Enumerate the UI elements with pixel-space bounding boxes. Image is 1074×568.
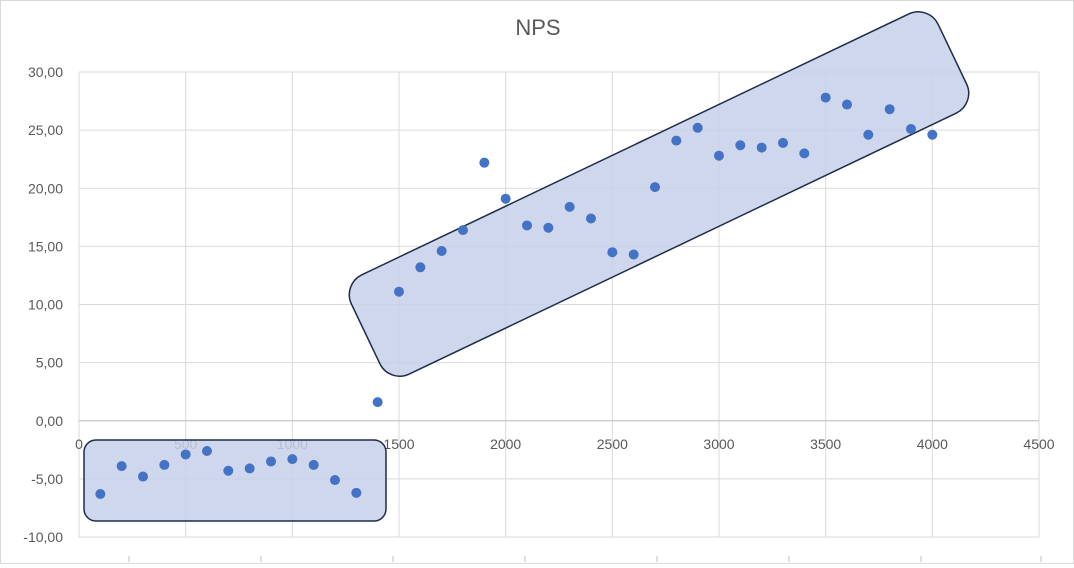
data-point <box>202 445 212 456</box>
data-point <box>116 461 127 472</box>
y-tick-label: -5,00 <box>31 471 63 487</box>
data-point <box>522 220 532 231</box>
y-tick-label: 5,00 <box>36 355 63 371</box>
data-point <box>308 459 319 470</box>
x-tick-label: 0 <box>75 436 83 452</box>
data-point <box>884 104 895 115</box>
upper-cluster-highlight <box>348 11 970 377</box>
data-point <box>692 122 703 133</box>
data-point <box>863 129 874 140</box>
y-tick-label: -10,00 <box>23 529 63 545</box>
data-point <box>415 262 426 273</box>
x-tick-label: 4000 <box>917 436 948 452</box>
data-point <box>159 459 170 470</box>
data-point <box>628 249 639 260</box>
data-point <box>714 150 724 161</box>
x-tick-label: 3000 <box>703 436 734 452</box>
data-point <box>394 286 404 297</box>
data-point <box>543 222 554 233</box>
data-point <box>287 454 298 465</box>
data-point <box>586 213 596 224</box>
y-tick-label: 20,00 <box>28 180 63 196</box>
data-point <box>650 182 660 193</box>
data-point <box>266 456 276 467</box>
data-point <box>458 225 468 236</box>
data-point <box>500 193 511 204</box>
y-tick-label: 30,00 <box>28 64 63 80</box>
x-tick-label: 2500 <box>597 436 628 452</box>
data-point <box>372 397 383 408</box>
data-point <box>671 135 682 146</box>
chart-title: NPS <box>515 15 561 40</box>
data-point <box>180 449 191 460</box>
data-point <box>756 142 767 153</box>
data-point <box>244 463 255 474</box>
x-tick-label: 4500 <box>1023 436 1054 452</box>
data-point <box>820 92 831 103</box>
x-tick-label: 3500 <box>810 436 841 452</box>
lower-cluster-highlight <box>83 439 387 522</box>
data-point <box>735 140 746 151</box>
data-point <box>607 247 618 258</box>
data-point <box>223 465 234 476</box>
x-tick-label: 2000 <box>490 436 521 452</box>
x-tick-label: 1500 <box>383 436 414 452</box>
data-point <box>906 123 916 134</box>
y-tick-label: 25,00 <box>28 122 63 138</box>
data-point <box>95 488 106 499</box>
data-point <box>842 99 852 110</box>
data-point <box>138 471 148 482</box>
data-point <box>564 201 575 212</box>
data-point <box>927 129 938 140</box>
y-tick-label: 10,00 <box>28 297 63 313</box>
data-point <box>330 475 340 486</box>
data-point <box>351 487 362 498</box>
y-tick-label: 0,00 <box>36 413 63 429</box>
data-point <box>479 157 490 168</box>
data-point <box>799 148 810 159</box>
y-tick-label: 15,00 <box>28 238 63 254</box>
data-point <box>778 137 788 148</box>
data-point <box>436 246 447 257</box>
